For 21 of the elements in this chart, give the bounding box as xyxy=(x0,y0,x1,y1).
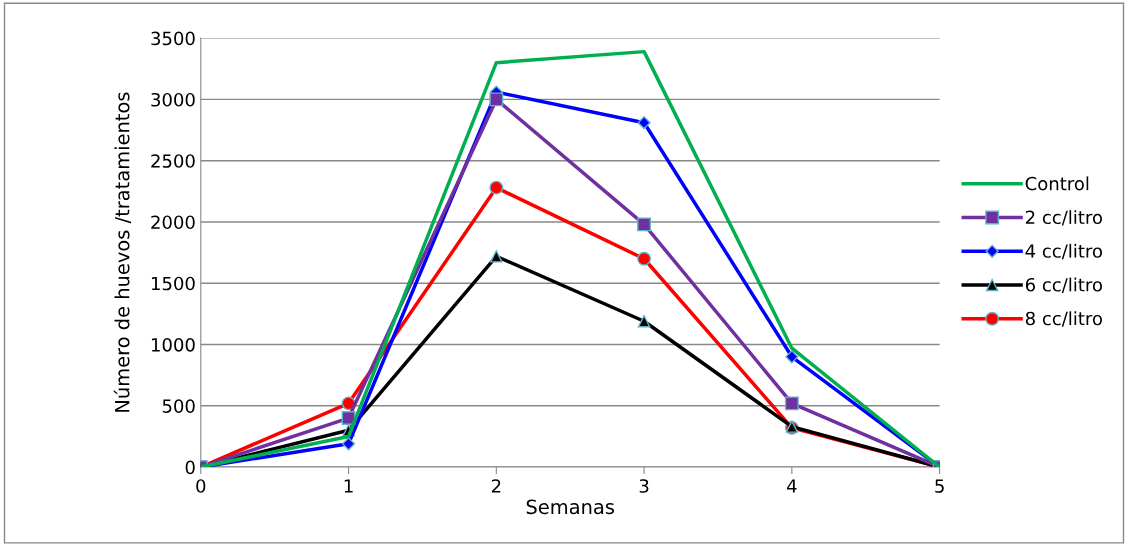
y-tick-label: 0 xyxy=(185,460,195,475)
y-axis-title: Número de huevos /tratamientos xyxy=(113,92,132,412)
x-tick-label: 4 xyxy=(787,479,797,493)
y-tick-label: 3500 xyxy=(151,31,195,46)
y-tick-label: 2000 xyxy=(151,215,195,230)
x-tick-label: 3 xyxy=(639,479,649,493)
y-tick-label: 3000 xyxy=(151,92,195,107)
x-tick-label: 1 xyxy=(344,479,353,493)
y-tick-label: 1000 xyxy=(151,337,195,352)
y-tick-label: 2500 xyxy=(151,154,195,168)
x-tick-label: 0 xyxy=(196,479,206,493)
legend-label: 2 cc/litro xyxy=(1025,210,1102,226)
x-axis-title: Semanas xyxy=(526,499,615,515)
y-tick-label: 1500 xyxy=(151,276,195,291)
legend-label: 6 cc/litro xyxy=(1025,277,1102,293)
legend-label: Control xyxy=(1025,176,1089,191)
y-tick-label: 500 xyxy=(162,399,195,413)
x-tick-label: 5 xyxy=(935,479,944,493)
x-tick-label: 2 xyxy=(491,479,501,493)
legend-label: 4 cc/litro xyxy=(1025,243,1102,260)
legend-label: 8 cc/litro xyxy=(1025,311,1102,327)
